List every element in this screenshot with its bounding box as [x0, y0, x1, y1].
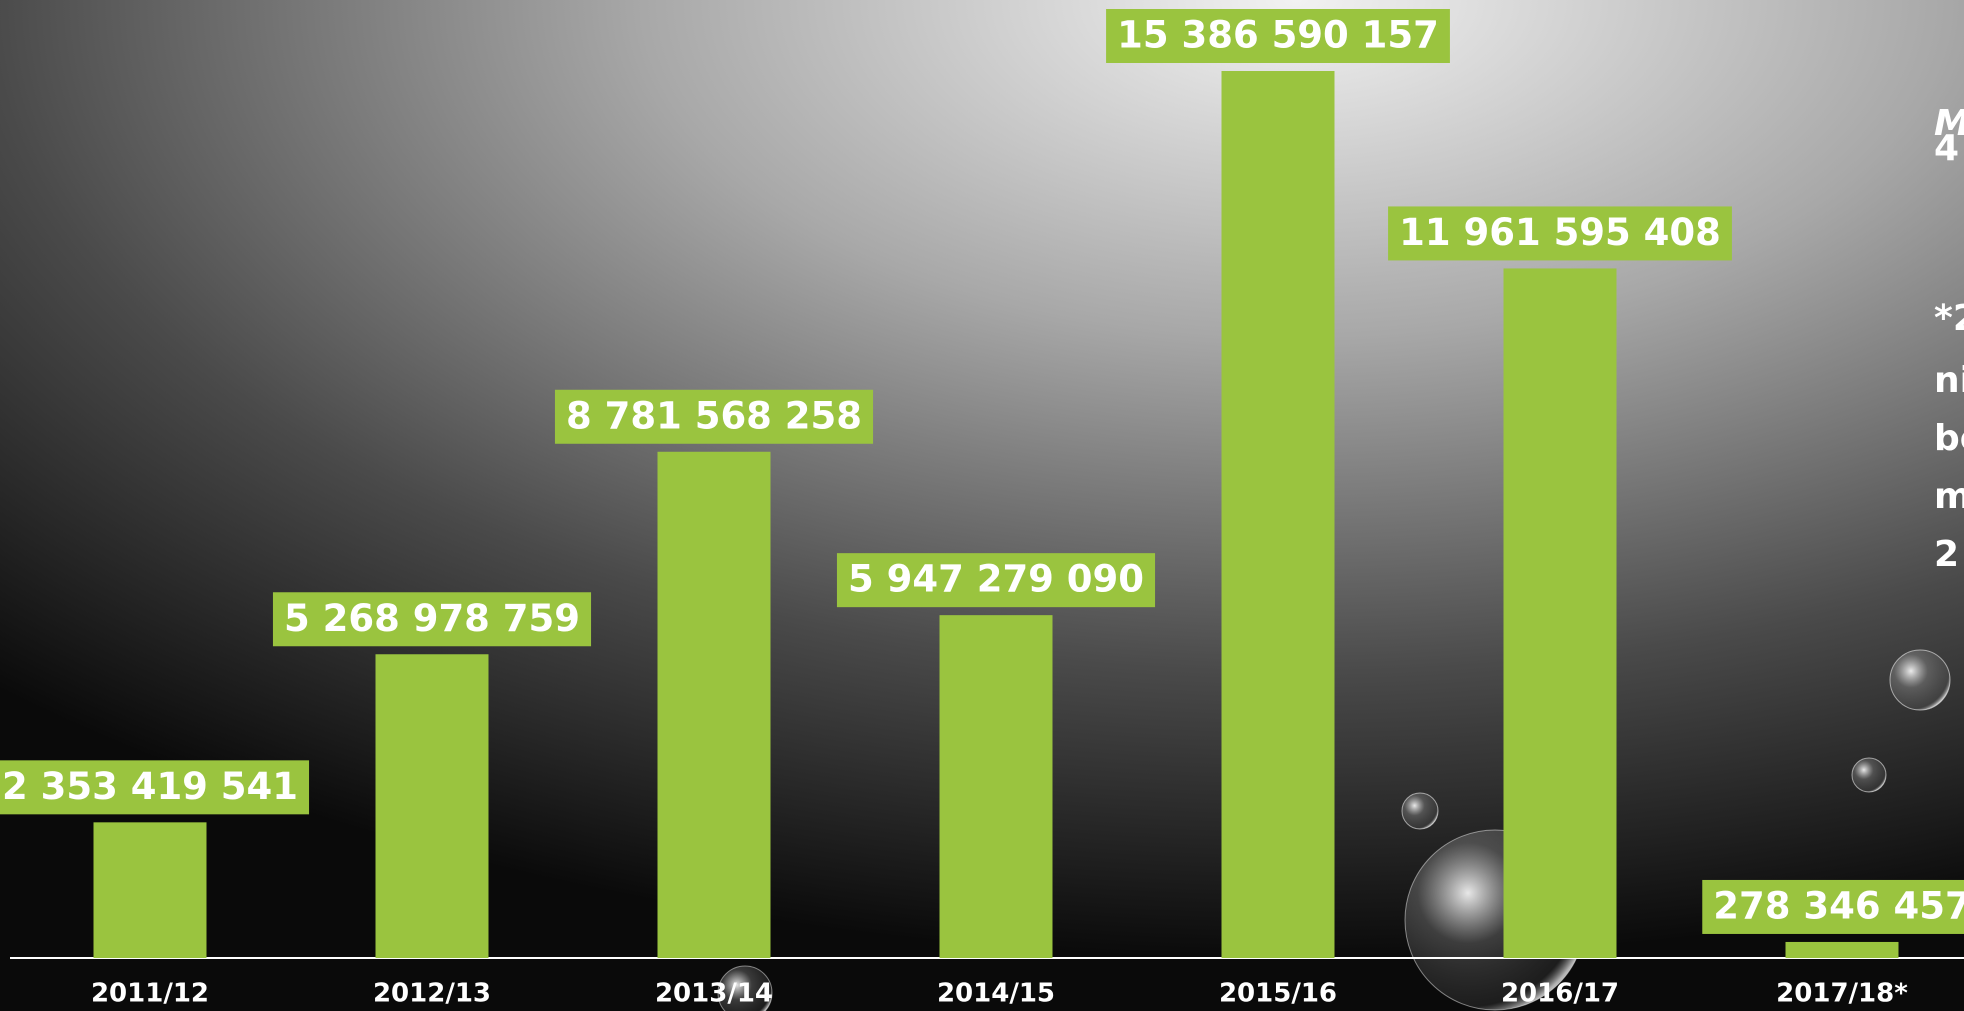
bar: [658, 452, 771, 958]
annotation: *2: [1934, 298, 1964, 339]
value-label: 15 386 590 157: [1117, 14, 1439, 57]
x-tick-label: 2017/18*: [1776, 979, 1908, 1009]
bubble: [1890, 650, 1950, 710]
x-tick-label: 2016/17: [1501, 979, 1619, 1009]
annotation: 4: [1934, 128, 1959, 169]
value-label: 2 353 419 541: [2, 765, 298, 808]
bar: [1222, 71, 1335, 958]
value-label: 11 961 595 408: [1399, 211, 1721, 254]
value-label: 278 346 457: [1713, 884, 1964, 927]
annotation: 2: [1934, 534, 1959, 575]
x-tick-label: 2013/14: [655, 979, 773, 1009]
x-tick-label: 2011/12: [91, 979, 209, 1009]
page: {"chart_data": {"type": "bar", "categori…: [0, 0, 1964, 1011]
value-label: 5 268 978 759: [284, 597, 580, 640]
chart: 2 353 419 541 2011/12 5 268 978 759 2012/13…: [0, 0, 1964, 1011]
bar: [1786, 942, 1899, 958]
x-tick-label: 2014/15: [937, 979, 1055, 1009]
bar: [940, 615, 1053, 958]
value-label: 5 947 279 090: [848, 558, 1144, 601]
bar: [376, 654, 489, 958]
x-tick-label: 2015/16: [1219, 979, 1337, 1009]
bar: [1504, 268, 1617, 958]
annotation: m: [1934, 476, 1964, 517]
annotation: bo: [1934, 418, 1964, 459]
bubble: [1852, 758, 1886, 792]
bubble: [1402, 793, 1438, 829]
bar: [94, 822, 207, 958]
annotation: ni: [1934, 360, 1964, 401]
value-label: 8 781 568 258: [566, 394, 862, 437]
x-tick-label: 2012/13: [373, 979, 491, 1009]
